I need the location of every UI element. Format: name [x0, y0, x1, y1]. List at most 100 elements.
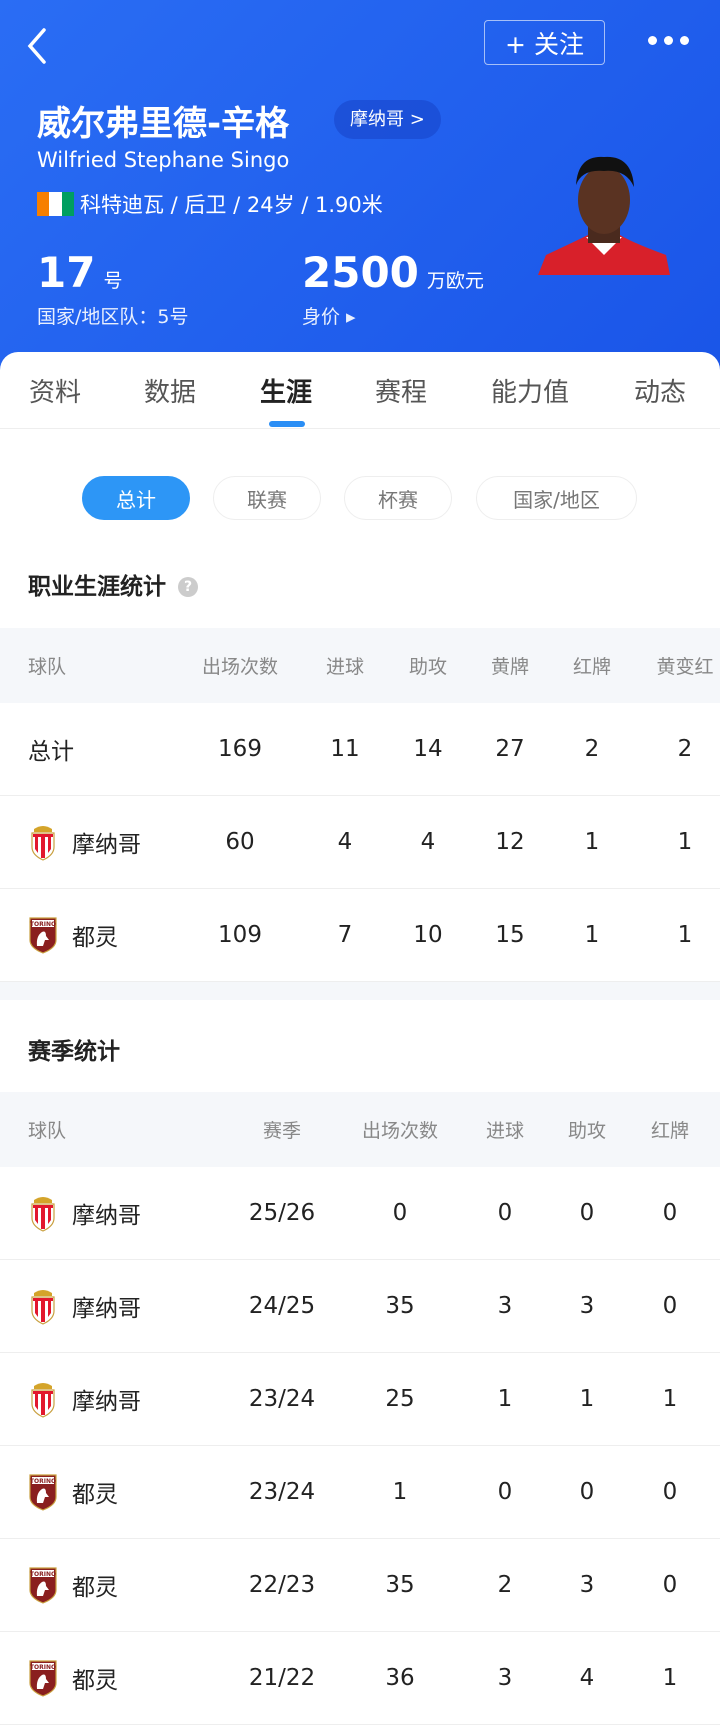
column-header: 助攻	[408, 656, 448, 678]
stat-cell: 0	[662, 1572, 678, 1598]
monaco-crest-icon	[31, 1197, 55, 1232]
stat-cell: 35	[385, 1293, 415, 1319]
team-name: 摩纳哥	[72, 1203, 141, 1229]
svg-text:TORINO: TORINO	[30, 921, 56, 928]
tab-news[interactable]: 动态	[634, 378, 687, 408]
table-row[interactable]: 摩纳哥 25/26 0 0 0 0	[0, 1167, 720, 1260]
monaco-crest-icon	[31, 1290, 55, 1325]
team-cell[interactable]: 摩纳哥	[28, 796, 141, 888]
column-team: 球队	[28, 1120, 67, 1142]
team-cell[interactable]: 摩纳哥	[28, 1353, 141, 1445]
player-name-en: Wilfried Stephane Singo	[37, 148, 290, 172]
player-name-cn: 威尔弗里德-辛格	[37, 104, 290, 144]
stat-cell: 1	[392, 1479, 408, 1505]
team-name: 摩纳哥	[72, 1389, 141, 1415]
active-tab-indicator	[269, 421, 305, 427]
torino-crest-icon: TORINO	[29, 1660, 57, 1697]
player-photo	[538, 156, 670, 275]
team-cell[interactable]: TORINO 都灵	[28, 1632, 118, 1724]
back-chevron-icon[interactable]	[22, 26, 52, 66]
player-header: + 关注 威尔弗里德-辛格 摩纳哥 > Wilfried Stephane Si…	[0, 0, 720, 370]
stat-cell: 0	[662, 1293, 678, 1319]
filter-total[interactable]: 总计	[82, 476, 190, 520]
table-row[interactable]: 摩纳哥 23/24 25 1 1 1	[0, 1353, 720, 1446]
team-name: 都灵	[72, 925, 118, 951]
filter-cup[interactable]: 杯赛	[344, 476, 452, 520]
team-cell[interactable]: 摩纳哥	[28, 1260, 141, 1352]
stat-cell: 0	[579, 1200, 595, 1226]
tab-data[interactable]: 数据	[144, 378, 197, 408]
table-row[interactable]: TORINO 都灵 23/24 1 0 0 0	[0, 1446, 720, 1539]
stat-cell: 7	[337, 922, 353, 948]
table-row[interactable]: TORINO 都灵 22/23 35 2 3 0	[0, 1539, 720, 1632]
more-dots-icon[interactable]	[648, 36, 689, 45]
table-row[interactable]: TORINO 都灵 109 7 10 15 1 1	[0, 889, 720, 982]
torino-crest-icon: TORINO	[29, 917, 57, 954]
table-row[interactable]: TORINO 都灵 21/22 36 3 4 1	[0, 1632, 720, 1725]
tab-career[interactable]: 生涯	[260, 378, 313, 408]
team-cell[interactable]: TORINO 都灵	[28, 889, 118, 981]
shirt-number: 17 号	[37, 248, 122, 297]
stat-cell: 1	[579, 1386, 595, 1412]
stat-cell: 21/22	[248, 1665, 316, 1691]
question-icon[interactable]: ?	[178, 577, 198, 597]
stat-cell: 25/26	[248, 1200, 316, 1226]
stat-cell: 22/23	[248, 1572, 316, 1598]
tab-bar: 资料 数据 生涯 赛程 能力值 动态	[0, 352, 720, 429]
stat-cell: 60	[225, 829, 255, 855]
table-row[interactable]: 摩纳哥 60 4 4 12 1 1	[0, 796, 720, 889]
team-cell[interactable]: TORINO 都灵	[28, 1539, 118, 1631]
career-title: 职业生涯统计?	[28, 567, 198, 601]
team-name: 都灵	[72, 1575, 118, 1601]
stat-cell: 1	[662, 1386, 678, 1412]
stat-cell: 35	[385, 1572, 415, 1598]
stat-cell: 23/24	[248, 1386, 316, 1412]
stat-cell: 14	[413, 736, 443, 762]
column-header: 助攻	[567, 1120, 607, 1142]
team-name: 摩纳哥	[72, 832, 141, 858]
stat-cell: 3	[497, 1293, 513, 1319]
stat-cell: 2	[497, 1572, 513, 1598]
tab-profile[interactable]: 资料	[29, 378, 82, 408]
column-header: 红牌	[572, 656, 612, 678]
team-name: 总计	[28, 739, 74, 765]
stat-cell: 109	[218, 922, 262, 948]
team-name: 都灵	[72, 1482, 118, 1508]
club-link[interactable]: 摩纳哥 >	[334, 100, 441, 139]
stat-cell: 1	[677, 829, 693, 855]
stat-cell: 24/25	[248, 1293, 316, 1319]
team-cell[interactable]: 总计	[28, 703, 74, 795]
column-header: 黄变红	[656, 656, 714, 678]
follow-button[interactable]: + 关注	[484, 20, 605, 65]
column-header: 出场次数	[361, 1120, 439, 1142]
market-value-link[interactable]: 身价 ▸	[302, 306, 356, 328]
stat-cell: 27	[495, 736, 525, 762]
filter-national[interactable]: 国家/地区	[476, 476, 637, 520]
column-header: 进球	[485, 1120, 525, 1142]
tab-ability[interactable]: 能力值	[491, 378, 570, 408]
season-title: 赛季统计	[28, 1039, 120, 1065]
stat-cell: 11	[330, 736, 360, 762]
stat-cell: 169	[218, 736, 262, 762]
svg-text:TORINO: TORINO	[30, 1571, 56, 1578]
shirt-number-value: 17	[37, 248, 96, 297]
stat-cell: 4	[579, 1665, 595, 1691]
team-cell[interactable]: 摩纳哥	[28, 1167, 141, 1259]
career-header-row: 球队 出场次数 进球 助攻 黄牌 红牌 黄变红	[0, 628, 720, 703]
stat-cell: 0	[392, 1200, 408, 1226]
player-meta: 科特迪瓦 / 后卫 / 24岁 / 1.90米	[80, 193, 383, 217]
table-row[interactable]: 摩纳哥 24/25 35 3 3 0	[0, 1260, 720, 1353]
stat-cell: 3	[497, 1665, 513, 1691]
filter-league[interactable]: 联赛	[213, 476, 321, 520]
stat-cell: 1	[497, 1386, 513, 1412]
team-name: 摩纳哥	[72, 1296, 141, 1322]
table-row[interactable]: 总计 169 11 14 27 2 2	[0, 703, 720, 796]
stat-cell: 10	[413, 922, 443, 948]
torino-crest-icon: TORINO	[29, 1474, 57, 1511]
column-header: 出场次数	[201, 656, 279, 678]
stat-cell: 4	[337, 829, 353, 855]
stat-cell: 1	[584, 829, 600, 855]
team-cell[interactable]: TORINO 都灵	[28, 1446, 118, 1538]
tab-schedule[interactable]: 赛程	[375, 378, 428, 408]
column-team: 球队	[28, 656, 67, 678]
